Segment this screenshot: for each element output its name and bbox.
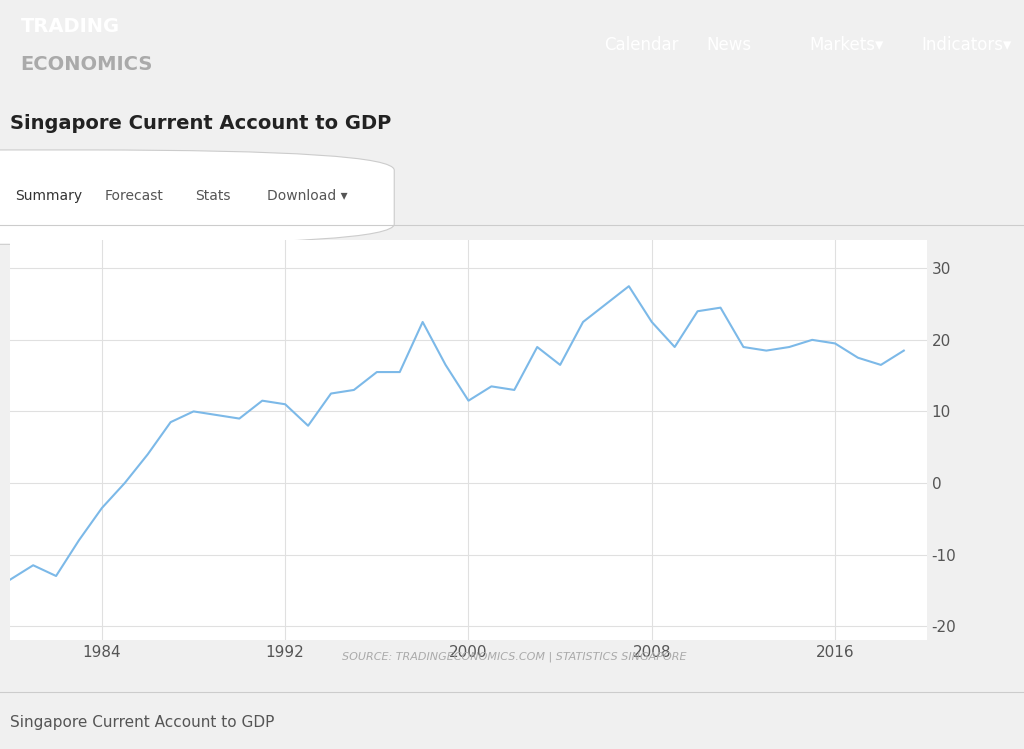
Text: Forecast: Forecast (104, 189, 164, 203)
Text: Markets▾: Markets▾ (809, 36, 884, 54)
Text: News: News (707, 36, 752, 54)
Text: Singapore Current Account to GDP: Singapore Current Account to GDP (10, 114, 391, 133)
Text: Summary: Summary (15, 189, 82, 203)
Text: SOURCE: TRADINGECONOMICS.COM | STATISTICS SINGAPORE: SOURCE: TRADINGECONOMICS.COM | STATISTIC… (342, 652, 686, 663)
Text: Singapore Current Account to GDP: Singapore Current Account to GDP (10, 715, 274, 730)
Text: ECONOMICS: ECONOMICS (20, 55, 153, 74)
Text: Stats: Stats (195, 189, 230, 203)
Text: Download ▾: Download ▾ (267, 189, 348, 203)
Text: Indicators▾: Indicators▾ (922, 36, 1012, 54)
Text: TRADING: TRADING (20, 17, 120, 37)
Text: Calendar: Calendar (604, 36, 679, 54)
FancyBboxPatch shape (0, 150, 394, 244)
